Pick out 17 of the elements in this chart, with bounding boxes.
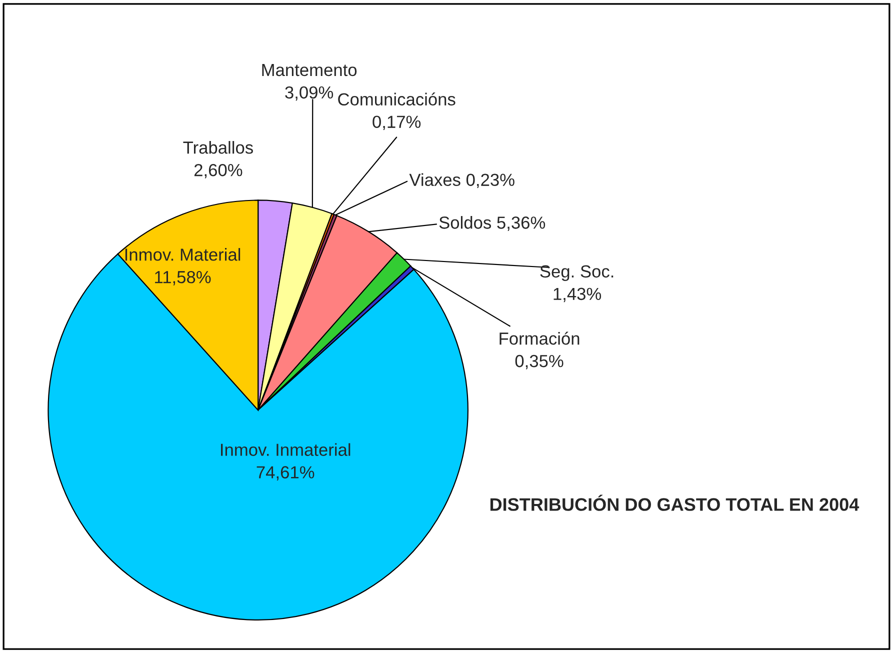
slice-label: Traballos xyxy=(183,141,253,154)
slice-label: Viaxes 0,23% xyxy=(409,173,514,188)
text: DISTRIBUCIÓN DO GASTO TOTAL EN 2004 xyxy=(490,494,860,511)
data-label: 11,58% xyxy=(155,270,211,286)
slice-label: Mantemento xyxy=(262,64,357,76)
data-label: 3,09% xyxy=(285,86,334,101)
slice-label: Comunicacións xyxy=(338,92,456,106)
data-label: 0,17% xyxy=(372,116,421,130)
slice-label: Soldos 5,36% xyxy=(439,216,546,231)
slice-label: Seg. Soc. xyxy=(540,265,614,282)
data-label: 2,60% xyxy=(194,164,242,178)
data-label: 74,61% xyxy=(256,466,314,480)
slice-label: Inmov. Material xyxy=(125,248,240,261)
data-label: 1,43% xyxy=(554,288,602,302)
slice-label: Formación xyxy=(500,332,580,345)
slice-label: Inmov. Inmaterial xyxy=(221,443,350,456)
data-label: 0,35% xyxy=(515,354,564,370)
